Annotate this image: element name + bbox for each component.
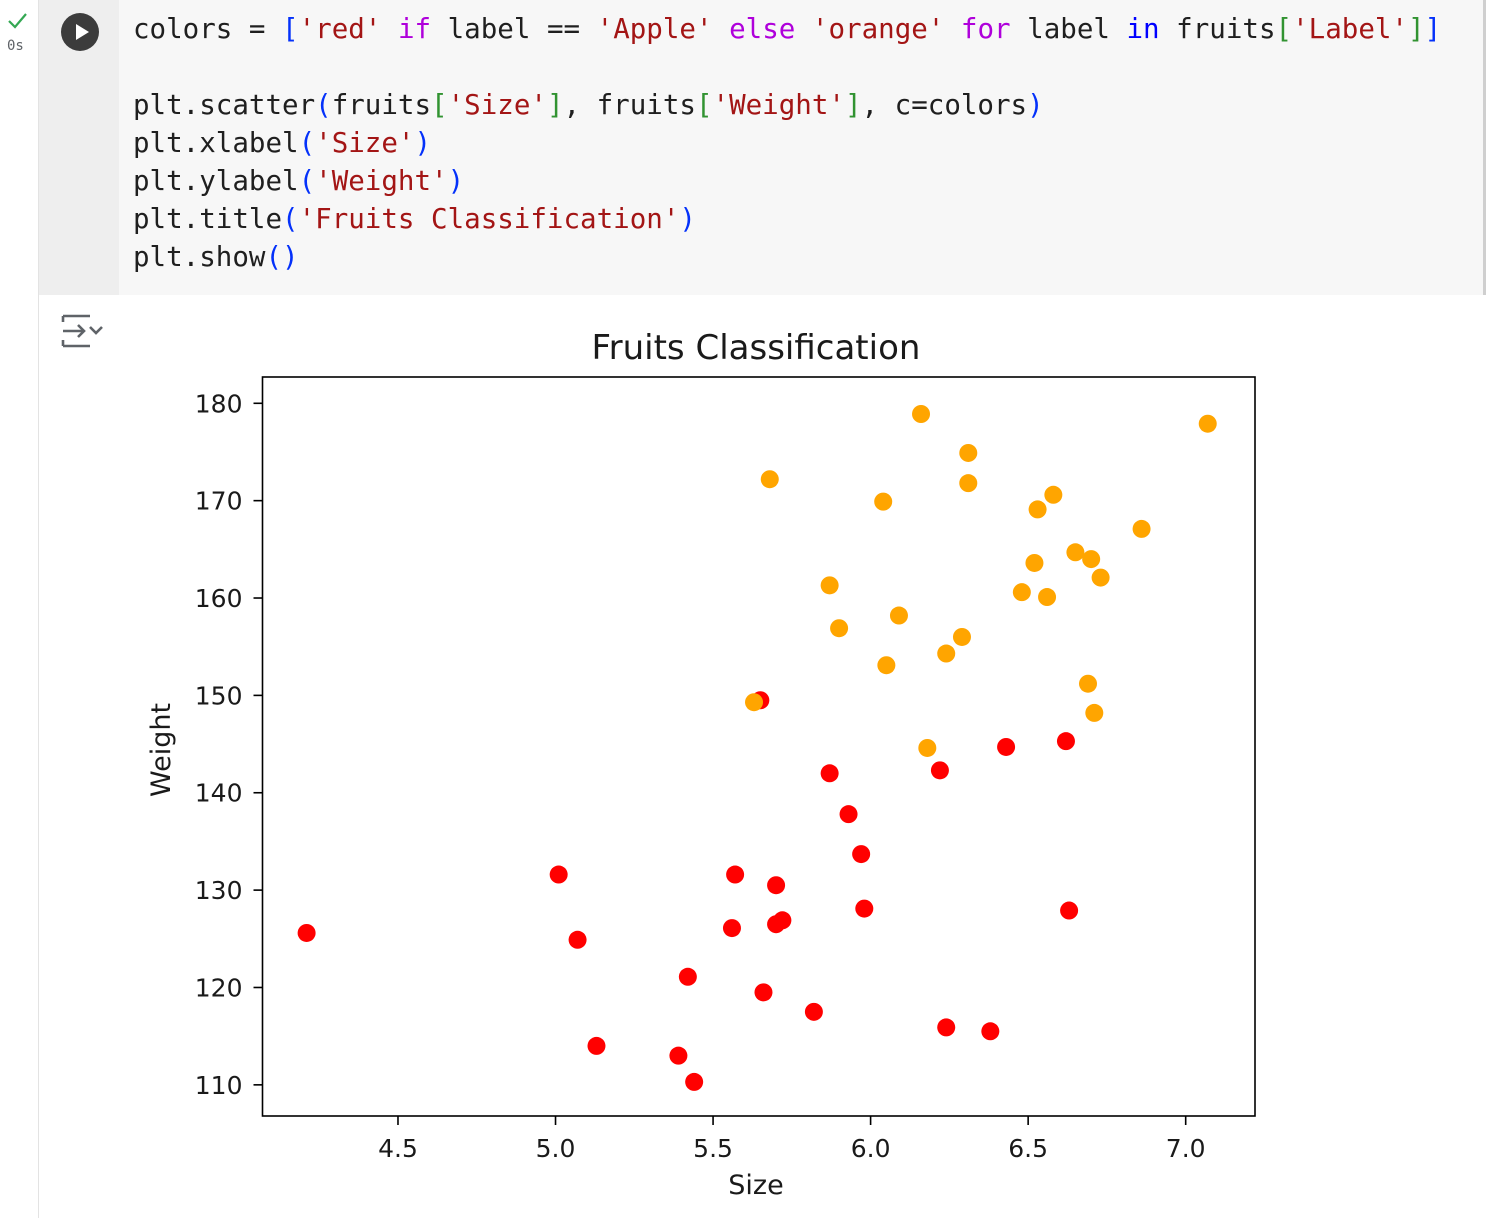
y-tick-label: 150 bbox=[195, 681, 243, 710]
data-point bbox=[760, 470, 779, 489]
chart-title: Fruits Classification bbox=[592, 328, 921, 368]
data-point bbox=[745, 693, 764, 712]
data-point bbox=[1082, 550, 1101, 569]
cell-gutter: 0s bbox=[0, 0, 39, 1218]
x-tick-label: 4.5 bbox=[378, 1134, 418, 1163]
data-point bbox=[1012, 583, 1031, 602]
x-tick-label: 5.0 bbox=[536, 1134, 576, 1163]
y-tick-label: 130 bbox=[195, 876, 243, 905]
data-point bbox=[820, 576, 839, 595]
data-point bbox=[767, 876, 786, 895]
data-point bbox=[549, 865, 568, 884]
data-point bbox=[1025, 553, 1044, 572]
data-point bbox=[804, 1002, 823, 1021]
data-point bbox=[937, 1018, 956, 1037]
data-point bbox=[587, 1036, 606, 1055]
y-tick-label: 160 bbox=[195, 584, 243, 613]
data-point bbox=[1056, 732, 1075, 751]
y-tick-label: 120 bbox=[195, 973, 243, 1002]
data-point bbox=[1066, 543, 1085, 562]
y-tick-label: 110 bbox=[195, 1071, 243, 1100]
scatter-chart: Fruits Classification Size Weight 4.5 5.0… bbox=[146, 328, 1256, 1201]
code-line: plt.xlabel('Size') bbox=[133, 127, 432, 159]
data-point bbox=[1044, 485, 1063, 504]
data-point bbox=[1028, 500, 1047, 519]
y-tick-label: 140 bbox=[195, 779, 243, 808]
x-tick-label: 5.5 bbox=[693, 1134, 733, 1163]
code-editor[interactable]: colors = ['red' if label == 'Apple' else… bbox=[133, 10, 1441, 276]
data-point bbox=[726, 865, 745, 884]
data-point bbox=[669, 1046, 688, 1065]
y-axis-label: Weight bbox=[146, 703, 177, 797]
data-point bbox=[773, 911, 792, 930]
data-point bbox=[685, 1072, 704, 1091]
data-point bbox=[930, 761, 949, 780]
x-tick-label: 7.0 bbox=[1166, 1134, 1206, 1163]
data-point bbox=[754, 983, 773, 1002]
code-line: plt.title('Fruits Classification') bbox=[133, 203, 696, 235]
code-line: ​ bbox=[133, 48, 1441, 86]
plot-frame bbox=[261, 376, 1256, 1117]
data-point bbox=[1085, 703, 1104, 722]
run-button[interactable] bbox=[61, 13, 99, 51]
y-tick-label: 170 bbox=[195, 487, 243, 516]
y-tick-label: 180 bbox=[195, 389, 243, 418]
output-figure: Fruits Classification Size Weight 4.5 5.0… bbox=[40, 296, 1486, 1218]
data-point bbox=[889, 606, 908, 625]
checkmark-icon bbox=[8, 13, 27, 29]
run-area bbox=[39, 0, 119, 295]
data-point bbox=[912, 404, 931, 423]
data-point bbox=[1038, 588, 1057, 607]
data-point bbox=[874, 492, 893, 511]
data-point bbox=[297, 923, 316, 942]
x-axis-label: Size bbox=[728, 1170, 783, 1201]
data-point bbox=[959, 443, 978, 462]
data-point bbox=[959, 474, 978, 493]
data-point bbox=[855, 899, 874, 918]
code-line: plt.ylabel('Weight') bbox=[133, 165, 465, 197]
data-point bbox=[722, 919, 741, 938]
data-point bbox=[1091, 568, 1110, 587]
data-point bbox=[997, 737, 1016, 756]
data-point bbox=[820, 764, 839, 783]
editor-scrollbar[interactable] bbox=[1483, 0, 1486, 295]
data-point bbox=[830, 619, 849, 638]
code-line: colors = ['red' if label == 'Apple' else… bbox=[133, 13, 1442, 45]
data-point bbox=[937, 644, 956, 663]
output-toggle-icon[interactable] bbox=[60, 312, 104, 350]
code-line: plt.show() bbox=[133, 241, 299, 273]
data-point bbox=[952, 627, 971, 646]
data-point bbox=[568, 930, 587, 949]
x-tick-label: 6.0 bbox=[851, 1134, 891, 1163]
data-point bbox=[1060, 901, 1079, 920]
x-tick-label: 6.5 bbox=[1008, 1134, 1048, 1163]
code-line: plt.scatter(fruits['Size'], fruits['Weig… bbox=[133, 89, 1044, 121]
data-point bbox=[1132, 519, 1151, 538]
data-point bbox=[678, 967, 697, 986]
execution-time: 0s bbox=[7, 38, 24, 54]
data-point bbox=[877, 656, 896, 675]
code-cell[interactable]: colors = ['red' if label == 'Apple' else… bbox=[39, 0, 1486, 295]
data-point bbox=[1198, 414, 1217, 433]
data-point bbox=[852, 845, 871, 864]
data-point bbox=[1079, 674, 1098, 693]
data-point bbox=[981, 1022, 1000, 1041]
data-point bbox=[839, 805, 858, 824]
data-point bbox=[918, 738, 937, 757]
